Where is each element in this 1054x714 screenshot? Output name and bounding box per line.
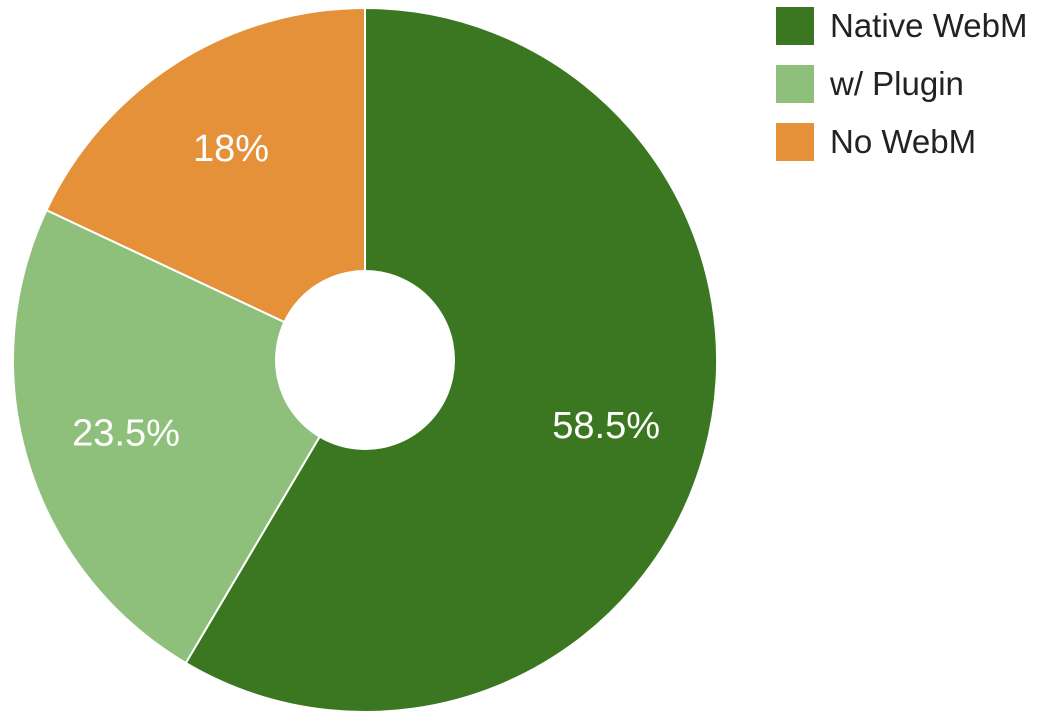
legend-label-native-webm: Native WebM xyxy=(830,7,1028,44)
slice-label-no-webm: 18% xyxy=(193,128,269,170)
slice-label-native-webm: 58.5% xyxy=(552,405,660,447)
slice-labels-group: 58.5% 23.5% 18% xyxy=(72,128,660,455)
legend-swatch-native-webm xyxy=(776,7,814,45)
slice-no-webm[interactable] xyxy=(45,6,366,362)
donut-hole xyxy=(275,270,455,450)
slice-label-w-plugin: 23.5% xyxy=(72,413,180,455)
legend-item-native-webm[interactable]: Native WebM xyxy=(776,6,1052,46)
legend-swatch-no-webm xyxy=(776,123,814,161)
legend-swatch-plugin xyxy=(776,65,814,103)
legend: Native WebM w/ Plugin No WebM xyxy=(776,6,1052,180)
legend-label-no-webm: No WebM xyxy=(830,123,977,160)
slice-w-plugin[interactable] xyxy=(12,208,367,665)
legend-label-plugin: w/ Plugin xyxy=(830,65,964,102)
legend-item-plugin[interactable]: w/ Plugin xyxy=(776,64,1052,104)
legend-item-no-webm[interactable]: No WebM xyxy=(776,122,1052,162)
